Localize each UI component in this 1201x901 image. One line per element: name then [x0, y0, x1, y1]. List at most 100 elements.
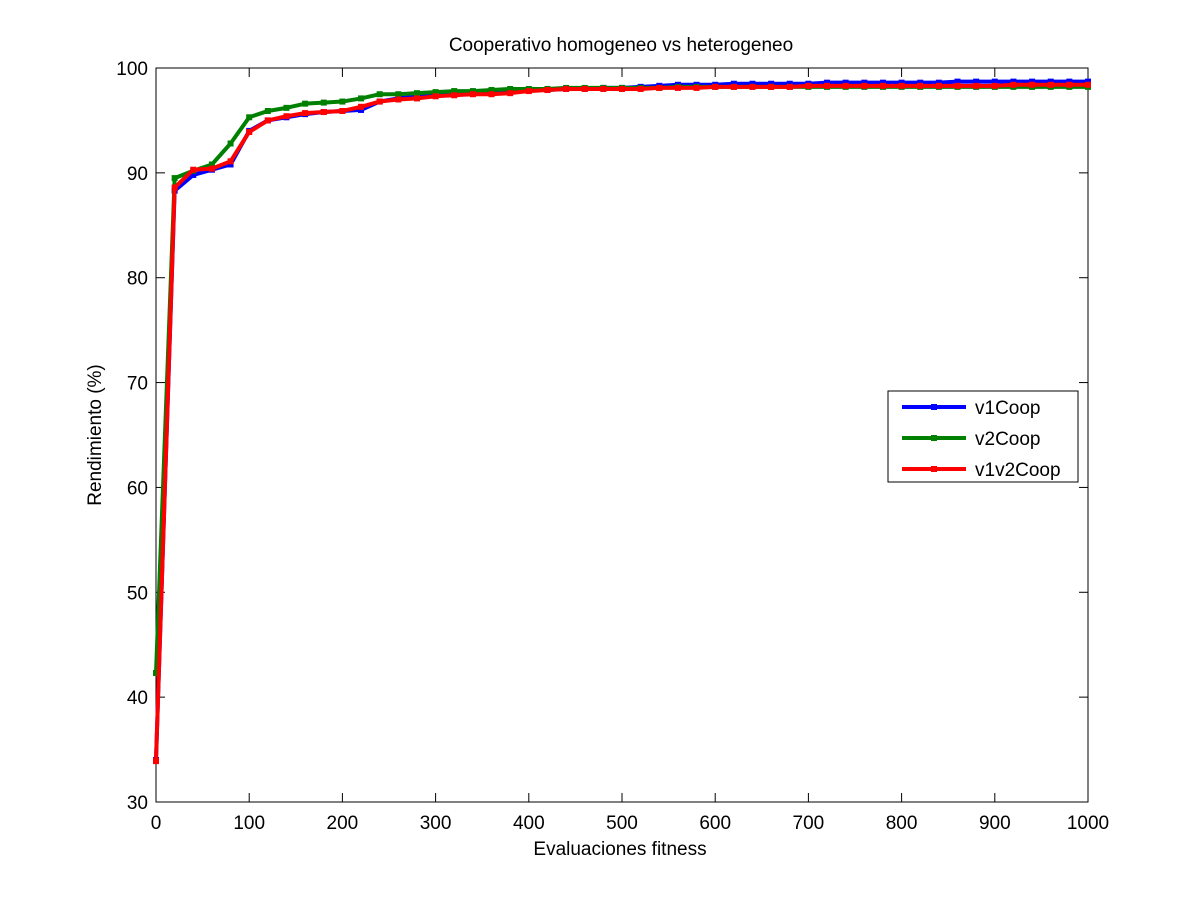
data-point — [861, 82, 868, 89]
data-point — [954, 82, 961, 89]
data-point — [339, 98, 346, 105]
data-point — [413, 90, 420, 97]
data-point — [1029, 78, 1036, 85]
legend-marker — [931, 435, 937, 441]
y-tick-label: 70 — [127, 374, 148, 395]
data-point — [879, 79, 886, 86]
y-tick-label: 90 — [127, 164, 148, 185]
data-point — [227, 140, 234, 147]
y-tick-label: 80 — [127, 269, 148, 290]
data-point — [488, 87, 495, 94]
data-point — [264, 107, 271, 114]
x-tick-label: 200 — [327, 813, 359, 834]
data-point — [358, 95, 365, 102]
data-point — [544, 87, 551, 94]
data-point — [358, 106, 365, 113]
data-point — [600, 85, 607, 92]
data-point — [749, 80, 756, 87]
data-point — [656, 84, 663, 91]
data-point — [264, 117, 271, 124]
data-point — [1010, 81, 1017, 88]
data-point — [339, 107, 346, 114]
data-point — [1029, 81, 1036, 88]
data-point — [413, 95, 420, 102]
data-point — [190, 171, 197, 178]
data-point — [991, 82, 998, 89]
data-point — [749, 83, 756, 90]
data-point — [861, 79, 868, 86]
data-point — [488, 91, 495, 98]
data-point — [824, 82, 831, 89]
x-tick-label: 400 — [513, 813, 545, 834]
data-point — [227, 158, 234, 165]
data-point — [451, 92, 458, 99]
data-point — [954, 78, 961, 85]
data-point — [991, 78, 998, 85]
data-point — [1047, 78, 1054, 85]
y-tick-label: 30 — [127, 793, 148, 814]
data-point — [730, 83, 737, 90]
data-point — [1085, 78, 1091, 85]
data-point — [358, 103, 365, 110]
x-tick-label: 900 — [979, 813, 1011, 834]
data-point — [283, 104, 290, 111]
data-point — [768, 80, 775, 87]
data-point — [208, 161, 215, 168]
data-point — [581, 85, 588, 92]
data-point — [917, 79, 924, 86]
data-point — [693, 84, 700, 91]
data-point — [395, 96, 402, 103]
data-point — [246, 128, 253, 135]
data-point — [898, 82, 905, 89]
data-point — [227, 161, 234, 168]
legend-marker — [931, 466, 937, 472]
data-point — [973, 82, 980, 89]
data-point — [320, 99, 327, 106]
data-point — [395, 91, 402, 98]
legend: v1Coop v2Coop v1v2Coop — [887, 390, 1079, 483]
data-point — [917, 82, 924, 89]
data-point — [712, 83, 719, 90]
data-point — [563, 85, 570, 92]
x-tick-label: 100 — [233, 813, 265, 834]
data-point — [469, 91, 476, 98]
x-tick-label: 800 — [886, 813, 918, 834]
data-point — [619, 85, 625, 92]
y-tick-label: 40 — [127, 688, 148, 709]
data-point — [1047, 81, 1054, 88]
x-tick-label: 700 — [793, 813, 825, 834]
data-point — [320, 109, 327, 116]
data-point — [1085, 81, 1091, 88]
data-point — [451, 88, 458, 95]
x-tick-label: 600 — [699, 813, 731, 834]
data-point — [469, 88, 476, 95]
data-point — [879, 82, 886, 89]
data-point — [1010, 78, 1017, 85]
data-point — [190, 166, 197, 173]
data-point — [208, 165, 215, 172]
data-point — [302, 110, 309, 117]
series-v1v2Coop — [153, 81, 1091, 765]
chart-title: Cooperativo homogeneo vs heterogeneo — [449, 35, 793, 56]
data-point — [786, 83, 793, 90]
legend-label: v1v2Coop — [975, 460, 1061, 481]
legend-label: v2Coop — [975, 429, 1041, 450]
x-axis: 0 100 200 300 400 500 600 700 800 900 1000 — [151, 68, 1109, 834]
data-point — [768, 83, 775, 90]
data-point — [1066, 78, 1073, 85]
data-point — [1066, 81, 1073, 88]
data-point — [674, 84, 681, 91]
y-tick-label: 100 — [116, 59, 148, 80]
y-axis: 30 40 50 60 70 80 90 100 — [116, 59, 1088, 814]
series-group — [153, 78, 1091, 765]
data-point — [973, 78, 980, 85]
data-point — [507, 85, 514, 92]
data-point — [432, 93, 439, 100]
data-point — [432, 89, 439, 96]
data-point — [153, 758, 159, 765]
data-point — [805, 82, 812, 89]
data-point — [637, 85, 644, 92]
data-point — [283, 113, 290, 120]
legend-label: v1Coop — [975, 398, 1041, 419]
